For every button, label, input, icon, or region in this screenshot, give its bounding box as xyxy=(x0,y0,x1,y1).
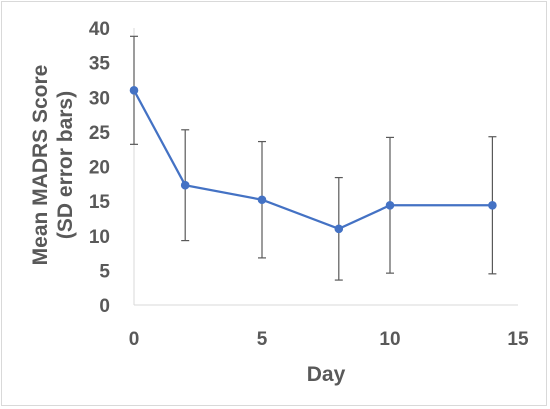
data-point xyxy=(180,180,190,190)
y-tick-label: 30 xyxy=(89,88,110,109)
y-tick-label: 20 xyxy=(89,158,110,179)
y-axis-title: Mean MADRS Score (SD error bars) xyxy=(29,65,77,266)
y-axis-title-line-1: Mean MADRS Score xyxy=(29,65,52,266)
y-tick-label: 15 xyxy=(89,192,111,213)
x-axis-title: Day xyxy=(307,363,346,386)
y-axis-title-line-2: (SD error bars) xyxy=(54,91,77,239)
x-tick-label: 5 xyxy=(257,329,268,350)
data-point xyxy=(334,224,344,234)
y-tick-label: 10 xyxy=(89,227,110,248)
data-point xyxy=(257,195,267,205)
data-point xyxy=(385,200,395,210)
series-line xyxy=(133,89,493,231)
data-point xyxy=(488,200,497,210)
data-point xyxy=(129,86,139,95)
x-tick-label: 15 xyxy=(507,329,529,350)
y-tick-label: 0 xyxy=(99,296,110,317)
y-tick-label: 25 xyxy=(89,123,111,144)
y-tick-label: 5 xyxy=(99,261,110,282)
x-tick-label: 0 xyxy=(129,329,140,350)
y-tick-label: 40 xyxy=(89,19,110,40)
x-tick-label: 10 xyxy=(379,329,400,350)
y-tick-label: 35 xyxy=(89,54,111,75)
